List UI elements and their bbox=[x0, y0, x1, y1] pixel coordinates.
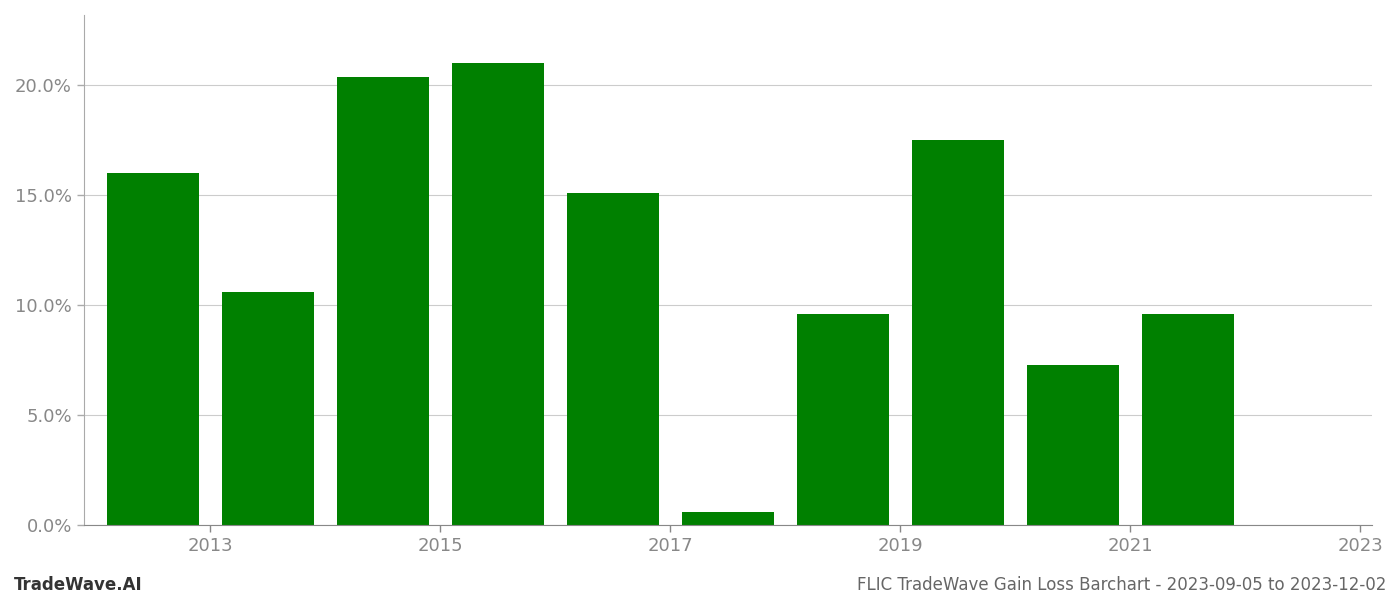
Bar bbox=[106, 173, 199, 525]
Bar bbox=[682, 512, 774, 525]
Text: TradeWave.AI: TradeWave.AI bbox=[14, 576, 143, 594]
Bar bbox=[452, 64, 543, 525]
Bar bbox=[567, 193, 659, 525]
Bar bbox=[911, 140, 1004, 525]
Bar bbox=[221, 292, 314, 525]
Bar bbox=[337, 77, 428, 525]
Bar bbox=[1142, 314, 1233, 525]
Bar bbox=[797, 314, 889, 525]
Bar bbox=[1026, 365, 1119, 525]
Text: FLIC TradeWave Gain Loss Barchart - 2023-09-05 to 2023-12-02: FLIC TradeWave Gain Loss Barchart - 2023… bbox=[857, 576, 1386, 594]
